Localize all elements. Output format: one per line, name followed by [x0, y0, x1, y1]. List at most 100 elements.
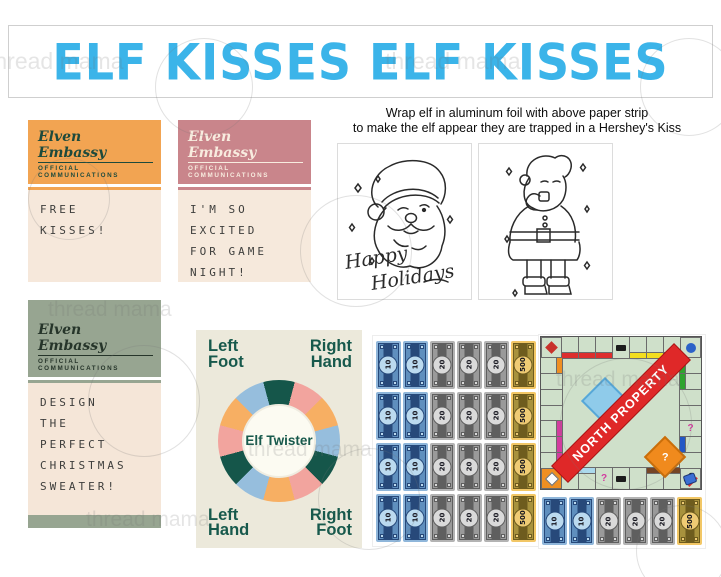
money-bill-20: 20: [429, 442, 455, 491]
board-center: ? NORTH PROPERTY: [552, 344, 698, 486]
money-bill-10: 10: [375, 391, 401, 440]
card-division: OFFICIAL COMMUNICATIONS: [38, 165, 120, 179]
card-division: OFFICIAL COMMUNICATIONS: [38, 358, 120, 372]
board-space-question: ?: [680, 420, 701, 436]
money-bill-10: 10: [402, 391, 428, 440]
property-color-bar: [647, 468, 663, 474]
money-bill-20: 20: [596, 497, 621, 545]
card-brand: Elven Embassy: [38, 129, 153, 163]
card-message: DESIGN THE PERFECT CHRISTMAS SWEATER!: [40, 396, 127, 493]
title-banner: ELF KISSES ELF KISSES: [8, 25, 713, 98]
board-space-yellow: [629, 337, 646, 358]
money-bill-500: 500: [510, 391, 536, 440]
chance-symbol: ?: [661, 450, 669, 463]
card-header: Elven Embassy OFFICIAL COMMUNICATIONS: [178, 120, 311, 184]
money-bill-20: 20: [623, 497, 648, 545]
board-space-plain: [541, 372, 562, 389]
property-color-bar: [562, 352, 578, 358]
card-message: FREE KISSES!: [40, 203, 108, 237]
money-bill-20: 20: [456, 442, 482, 491]
money-bill-20: 20: [456, 493, 482, 542]
property-color-bar: [556, 358, 562, 373]
card-divider-line: [178, 187, 311, 190]
chance-question-icon: ?: [600, 473, 608, 484]
property-color-bar: [596, 352, 612, 358]
card-message: I'M SO EXCITED FOR GAME NIGHT!: [190, 203, 267, 279]
property-color-bar: [579, 468, 595, 474]
twister-wheel: Elf Twister: [218, 380, 340, 502]
money-bill-10: 10: [375, 340, 401, 389]
card-header: Elven Embassy OFFICIAL COMMUNICATIONS: [28, 300, 161, 377]
board-sheet: ? ? GO ? NORTH PROPERTY: [538, 334, 706, 549]
property-color-bar: [556, 437, 562, 453]
chance-question-icon: ?: [687, 423, 694, 435]
embassy-card-sweater: Elven Embassy OFFICIAL COMMUNICATIONS DE…: [28, 300, 161, 528]
money-bill-500: 500: [677, 497, 702, 545]
money-bill-10: 10: [402, 493, 428, 542]
card-brand: Elven Embassy: [38, 322, 153, 356]
board-space-plain: [680, 388, 701, 405]
card-footer-strip: [28, 515, 161, 528]
money-bill-20: 20: [429, 493, 455, 542]
board-space-orange: [541, 358, 562, 373]
money-bill-10: 10: [375, 493, 401, 542]
money-bill-10: 10: [402, 340, 428, 389]
board-edge-left: [541, 358, 563, 469]
instruction-text: Wrap elf in aluminum foil with above pap…: [316, 106, 718, 136]
twister-label-left-foot: Left Foot: [208, 337, 244, 371]
money-bill-10: 10: [375, 442, 401, 491]
card-body: DESIGN THE PERFECT CHRISTMAS SWEATER!: [28, 383, 161, 516]
twister-label-right-hand: Right Hand: [309, 337, 352, 371]
twister-title: Elf Twister: [245, 432, 313, 448]
money-strip-grid: 10 10 20 20 20 500: [539, 497, 705, 545]
board-space-plain: [680, 452, 701, 468]
embassy-card-free-kisses: Elven Embassy OFFICIAL COMMUNICATIONS FR…: [28, 120, 161, 282]
money-bill-10: 10: [402, 442, 428, 491]
money-bill-20: 20: [456, 340, 482, 389]
game-board: ? ? GO ? NORTH PROPERTY: [540, 336, 702, 490]
board-space-blue: [680, 436, 701, 453]
board-corner-go: GO: [680, 468, 701, 489]
board-space-brown: [646, 468, 663, 489]
property-color-bar: [647, 352, 663, 358]
property-color-bar: [579, 352, 595, 358]
board-space-pink: [541, 436, 562, 453]
embassy-card-game-night: Elven Embassy OFFICIAL COMMUNICATIONS I'…: [178, 120, 311, 282]
board-space-lightblue: [578, 468, 595, 489]
coloring-panel-santa-face: Happy Holidays: [337, 143, 472, 300]
property-color-bar: [556, 421, 562, 437]
board-space-plain: [541, 388, 562, 405]
card-divider-gap: [28, 184, 161, 187]
card-body: I'M SO EXCITED FOR GAME NIGHT!: [178, 190, 311, 282]
board-space-red: [595, 337, 612, 358]
card-divider-line: [28, 380, 161, 383]
card-brand: Elven Embassy: [188, 129, 303, 163]
red-diamond-icon: [545, 341, 558, 354]
board-space-rail: [612, 337, 629, 358]
police-icon: [685, 342, 696, 353]
railroad-icon: [616, 344, 626, 351]
money-bill-10: 10: [569, 497, 594, 545]
board-space-red: [562, 337, 578, 358]
board-corner-top-left: [541, 337, 562, 358]
board-space-yellow: [646, 337, 663, 358]
money-bill-20: 20: [650, 497, 675, 545]
money-bill-20: 20: [483, 493, 509, 542]
money-bill-20: 20: [483, 391, 509, 440]
money-bill-500: 500: [510, 442, 536, 491]
money-bill-10: 10: [542, 497, 567, 545]
board-edge-right: ?: [679, 358, 701, 468]
twister-label-left-hand: Left Hand: [208, 505, 250, 540]
page-title: ELF KISSES ELF KISSES: [52, 32, 669, 91]
board-space-red: [578, 337, 595, 358]
card-division: OFFICIAL COMMUNICATIONS: [188, 165, 270, 179]
board-space-pink: [541, 420, 562, 437]
twister-label-right-foot: Right Foot: [309, 505, 352, 540]
money-bill-20: 20: [456, 391, 482, 440]
money-bill-20: 20: [483, 442, 509, 491]
money-bill-500: 500: [510, 493, 536, 542]
card-divider-line: [28, 187, 161, 190]
board-space-plain: [541, 404, 562, 421]
santa-winking-face-drawing: Happy Holidays: [342, 159, 456, 295]
coloring-panel-santa-body: [478, 143, 613, 300]
